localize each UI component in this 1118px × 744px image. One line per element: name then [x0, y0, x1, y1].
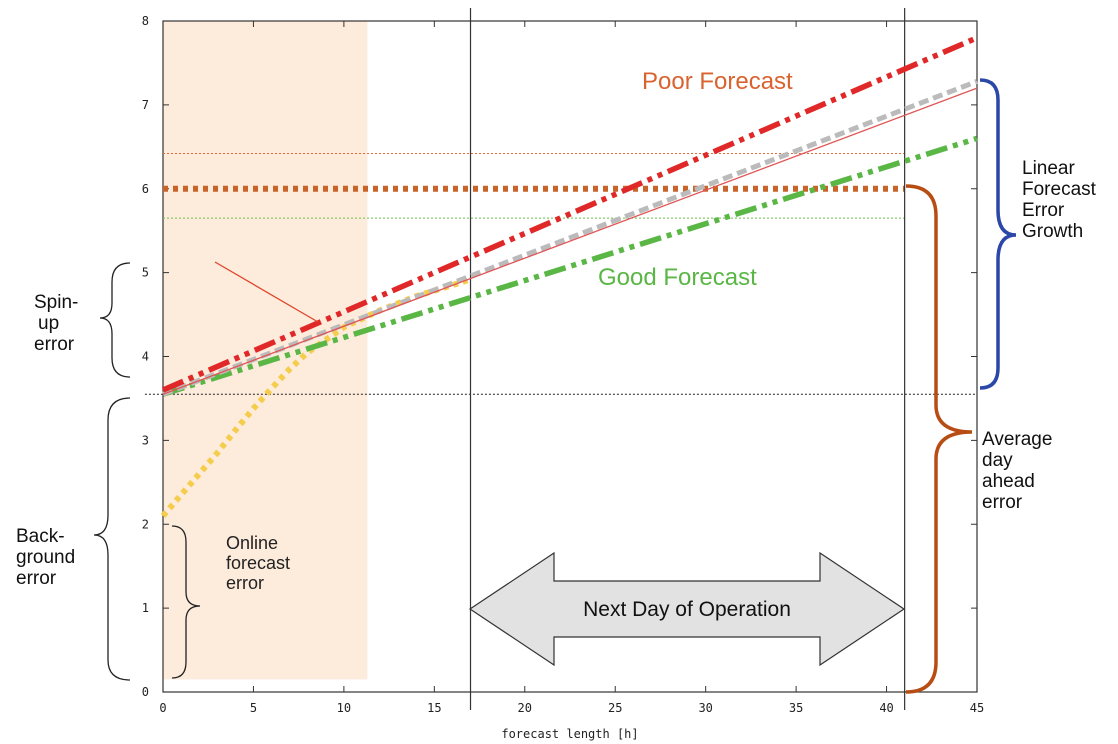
x-tick-label: 45 — [970, 701, 984, 715]
x-tick-label: 40 — [879, 701, 893, 715]
series-line — [162, 79, 978, 397]
y-tick-label: 3 — [142, 433, 149, 447]
average-line-3: ahead — [982, 471, 1035, 492]
linear-growth-label: Linear Forecast Error Growth — [1022, 158, 1101, 242]
series-line — [161, 35, 979, 393]
spinup-line-3: error — [34, 334, 75, 355]
y-tick-label: 7 — [142, 98, 149, 112]
spinup-pointer-line — [214, 261, 319, 323]
background-error-label: Back- ground error — [16, 526, 80, 589]
background-line-3: error — [16, 568, 57, 589]
series-lines — [160, 35, 979, 518]
y-tick-label: 6 — [142, 182, 149, 196]
online-brace — [171, 525, 201, 679]
poor-forecast-label: Poor Forecast — [642, 68, 793, 95]
y-tick-label: 5 — [142, 266, 149, 280]
series-line — [160, 276, 472, 518]
next-day-double-arrow — [468, 551, 906, 667]
spinup-line-2: up — [38, 313, 59, 334]
spinup-error-label: Spin- up error — [34, 292, 84, 355]
x-axis-title: forecast length [h] — [501, 727, 638, 741]
online-forecast-error-label: Online forecast error — [226, 533, 295, 593]
series-line — [162, 87, 978, 395]
x-tick-label: 15 — [427, 701, 441, 715]
good-forecast-label: Good Forecast — [598, 264, 757, 291]
linear-line-2: Forecast — [1022, 179, 1097, 200]
axis-ticks — [162, 20, 978, 693]
series-line — [162, 135, 978, 397]
x-tick-label: 0 — [159, 701, 166, 715]
linear-line-4: Growth — [1022, 221, 1083, 242]
linear-growth-brace — [979, 78, 1017, 390]
x-tick-label: 35 — [789, 701, 803, 715]
y-tick-label: 8 — [142, 14, 149, 28]
online-forecast-shaded-region — [163, 21, 368, 680]
online-line-2: forecast — [226, 553, 290, 573]
average-error-brace — [905, 184, 973, 694]
x-tick-label: 25 — [608, 701, 622, 715]
spinup-brace — [99, 262, 131, 378]
x-tick-label: 30 — [698, 701, 712, 715]
y-tick-label: 0 — [142, 685, 149, 699]
online-line-3: error — [226, 573, 264, 593]
next-day-label: Next Day of Operation — [583, 598, 791, 621]
x-tick-label: 20 — [518, 701, 532, 715]
y-tick-label: 4 — [142, 350, 149, 364]
spinup-line-1: Spin- — [34, 292, 78, 313]
y-tick-label: 1 — [142, 601, 149, 615]
linear-line-3: Error — [1022, 200, 1065, 221]
online-line-1: Online — [226, 533, 278, 553]
reference-vlines — [469, 8, 906, 710]
average-line-2: day — [982, 450, 1013, 471]
average-line-4: error — [982, 492, 1023, 513]
background-line-2: ground — [16, 547, 75, 568]
background-brace — [93, 397, 131, 681]
y-tick-label: 2 — [142, 517, 149, 531]
linear-line-1: Linear — [1022, 158, 1075, 179]
average-line-1: Average — [982, 429, 1052, 450]
x-tick-label: 5 — [250, 701, 257, 715]
reference-hlines — [144, 153, 977, 395]
background-line-1: Back- — [16, 526, 65, 547]
average-error-label: Average day ahead error — [982, 429, 1058, 513]
x-tick-label: 10 — [337, 701, 351, 715]
